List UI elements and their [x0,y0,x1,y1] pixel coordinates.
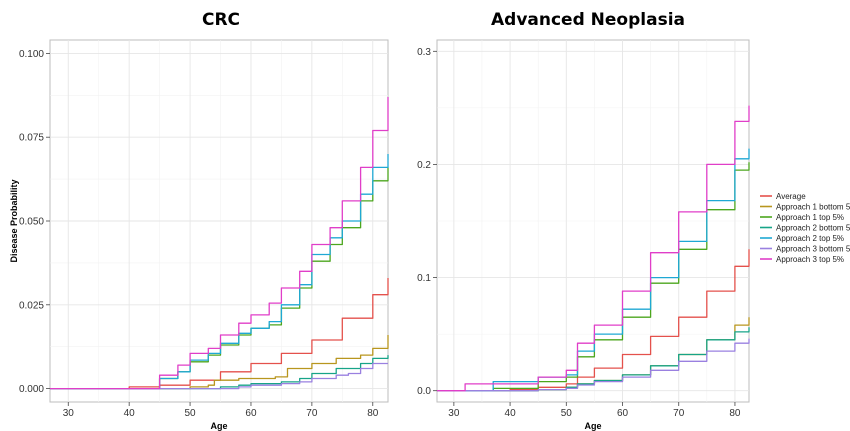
crc-chart-title: CRC [202,10,240,30]
advanced-neoplasia-x-tick-label: 60 [617,408,629,419]
crc-x-ticks: 30 40 50 60 70 80 [63,402,379,419]
advanced-neoplasia-y-tick-label: 0.1 [417,273,431,284]
legend: Average Approach 1 bottom 5%Approach 1 to… [760,192,850,264]
advanced-neoplasia-y-tick-label: 0.3 [417,47,431,58]
y-axis-label: Disease Probability [9,179,19,262]
advanced-neoplasia-series-approach-3-top-5pct [437,105,750,392]
advanced-neoplasia-series-group [437,105,750,392]
legend-label-approach-2-bottom-5pct: Approach 2 bottom 5% [776,224,850,233]
crc-series-group [50,97,389,390]
crc-series-approach-2-top-5pct [50,154,389,390]
crc-series-approach-3-top-5pct [50,97,389,390]
crc-y-tick-label: 0.100 [19,49,44,60]
advanced-neoplasia-x-tick-label: 70 [673,408,685,419]
legend-label-approach-1-top-5pct: Approach 1 top 5% [776,213,844,222]
crc-x-tick-label: 80 [367,408,379,419]
crc-x-axis-label: Age [210,421,227,431]
advanced-neoplasia-x-axis-label: Age [584,421,601,431]
crc-chart: CRC 0.000 0.025 0.050 0.075 0.100 30 40 50 60 70… [9,10,389,431]
advanced-neoplasia-y-tick-label: 0.0 [417,386,431,397]
advanced-neoplasia-series-approach-3-bottom-5pct [437,338,750,392]
crc-y-tick-label: 0.000 [19,384,44,395]
crc-x-tick-label: 60 [245,408,257,419]
legend-label-approach-2-top-5pct: Approach 2 top 5% [776,234,844,243]
crc-series-approach-3-bottom-5pct [50,362,388,390]
crc-grid [50,40,388,402]
legend-label-average: Average [776,192,806,201]
crc-x-tick-label: 30 [63,408,75,419]
legend-label-approach-1-bottom-5pct: Approach 1 bottom 5% [776,203,850,212]
crc-x-tick-label: 50 [185,408,197,419]
advanced-neoplasia-x-tick-label: 30 [448,408,460,419]
crc-x-tick-label: 40 [124,408,136,419]
crc-series-approach-2-bottom-5pct [50,355,389,390]
legend-label-approach-3-top-5pct: Approach 3 top 5% [776,255,844,264]
advanced-neoplasia-chart-title: Advanced Neoplasia [491,10,685,30]
crc-y-tick-label: 0.075 [19,133,44,144]
legend-label-approach-3-bottom-5pct: Approach 3 bottom 5% [776,245,850,254]
crc-y-tick-label: 0.025 [19,300,44,311]
advanced-neoplasia-x-tick-label: 40 [505,408,517,419]
crc-series-approach-1-bottom-5pct [50,335,389,390]
advanced-neoplasia-x-ticks: 30 40 50 60 70 80 [448,402,741,419]
advanced-neoplasia-y-ticks: 0.0 0.1 0.2 0.3 [417,47,437,397]
advanced-neoplasia-chart: Advanced Neoplasia 0.0 0.1 0.2 0.3 30 40 50 60… [417,10,750,431]
crc-y-tick-label: 0.050 [19,217,44,228]
advanced-neoplasia-x-tick-label: 80 [729,408,741,419]
advanced-neoplasia-y-tick-label: 0.2 [417,160,431,171]
advanced-neoplasia-x-tick-label: 50 [561,408,573,419]
crc-x-tick-label: 70 [306,408,318,419]
crc-y-ticks: 0.000 0.025 0.050 0.075 0.100 [19,49,50,395]
